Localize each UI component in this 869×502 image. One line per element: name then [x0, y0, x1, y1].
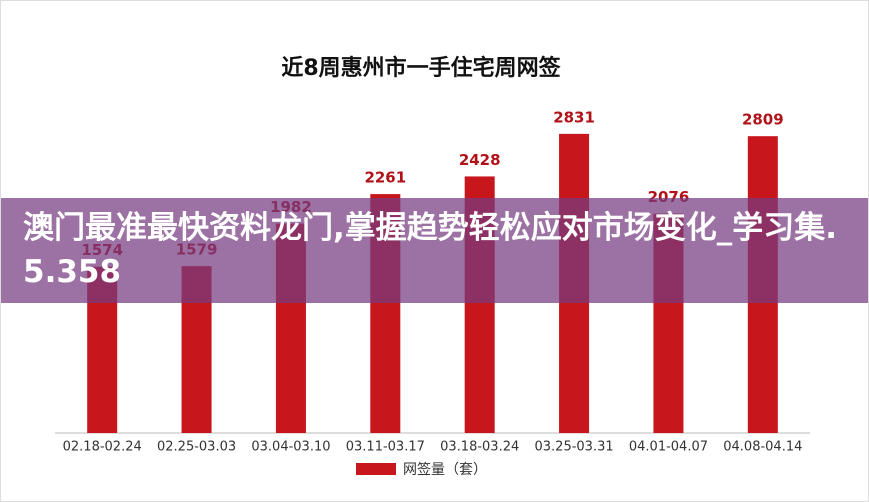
x-tick-label: 03.04-03.10	[251, 440, 330, 455]
x-tick-label: 02.18-02.24	[63, 440, 142, 455]
x-tick-label: 03.11-03.17	[346, 440, 425, 455]
chart-title: 近8周惠州市一手住宅周网签	[281, 55, 561, 81]
data-label: 2809	[742, 111, 784, 129]
x-tick-label: 02.25-03.03	[157, 440, 236, 455]
data-label: 2261	[364, 169, 406, 187]
banner: 澳门最准最快资料龙门,掌握趋势轻松应对市场变化_学习集.5.358	[1, 198, 868, 303]
banner-text: 澳门最准最快资料龙门,掌握趋势轻松应对市场变化_学习集.5.358	[23, 210, 838, 290]
x-tick-label: 04.08-04.14	[723, 440, 802, 455]
legend-label: 网签量（套）	[403, 461, 487, 478]
data-label: 2831	[553, 108, 595, 126]
x-tick-label: 03.18-03.24	[440, 440, 519, 455]
x-tick-label: 04.01-04.07	[629, 440, 708, 455]
data-label: 2428	[459, 151, 501, 169]
legend-swatch	[356, 463, 396, 475]
x-tick-label: 03.25-03.31	[535, 440, 614, 455]
